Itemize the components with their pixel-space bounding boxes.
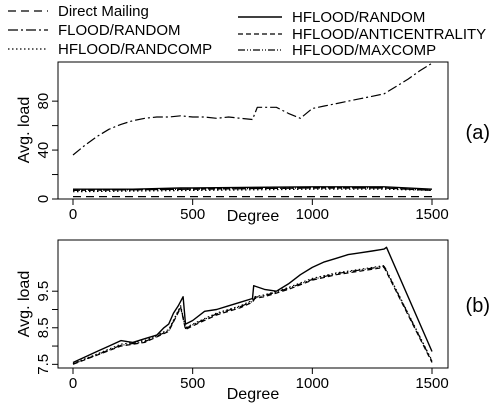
series-line [72, 266, 433, 365]
y-tick-label: 9.5 [35, 281, 52, 302]
x-tick-label: 1500 [415, 375, 448, 392]
panel-b: 0 500 1000 1500 7.58.59.5 Degree Avg. load … [16, 239, 490, 403]
legend-entry: HFLOOD/ANTICENTRALITY [238, 26, 486, 43]
series-line [73, 186, 433, 190]
legend-label: HFLOOD/ANTICENTRALITY [292, 26, 486, 43]
legend-label: HFLOOD/RANDCOMP [58, 41, 212, 58]
y-axis-label-a: Avg. load [16, 97, 33, 163]
x-axis-label-a: Degree [227, 208, 280, 225]
y-axis-label-b: Avg. load [16, 271, 33, 337]
y-tick-label: 8.5 [35, 317, 52, 338]
legend: Direct Mailing FLOOD/RANDOM HFLOOD/RANDCOM… [8, 3, 486, 59]
legend-entry: HFLOOD/MAXCOMP [238, 42, 436, 59]
x-tick-label: 0 [69, 375, 77, 392]
panel-label-b: (b) [466, 295, 490, 317]
series-line [72, 246, 433, 364]
x-axis-label-b: Degree [227, 386, 280, 403]
y-axis-a: 0 40 80 [35, 93, 58, 203]
y-tick-label: 40 [35, 142, 52, 159]
y-axis-b: 7.5 8.5 9.5 [35, 281, 58, 375]
legend-entry: Direct Mailing [8, 3, 149, 20]
plot-frame-b [57, 239, 449, 369]
series-group-a [72, 62, 433, 198]
legend-label: FLOOD/RANDOM [58, 22, 181, 39]
series-line [72, 62, 433, 156]
series-group-b [72, 246, 433, 365]
panel-a: 0 500 1000 1500 0 40 80 Degree Avg. load (a) [16, 61, 490, 225]
series-line [72, 187, 433, 191]
legend-label: HFLOOD/RANDOM [292, 9, 425, 26]
x-tick-label: 1000 [296, 375, 329, 392]
legend-label: HFLOOD/MAXCOMP [292, 42, 436, 59]
series-line [72, 265, 433, 365]
x-tick-label: 1500 [415, 206, 448, 223]
legend-entry: HFLOOD/RANDCOMP [8, 41, 212, 58]
x-tick-label: 1000 [296, 206, 329, 223]
legend-entry: FLOOD/RANDOM [8, 22, 181, 39]
series-line [72, 265, 433, 365]
x-axis-a: 0 500 1000 1500 [69, 199, 449, 223]
y-tick-label: 80 [35, 93, 52, 110]
legend-label: Direct Mailing [58, 3, 149, 20]
y-tick-label: 0 [35, 195, 52, 203]
y-tick-label: 7.5 [35, 354, 52, 375]
plot-frame-a [57, 61, 449, 200]
legend-entry: HFLOOD/RANDOM [238, 9, 425, 26]
panel-label-a: (a) [466, 122, 490, 144]
x-axis-b: 0 500 1000 1500 [69, 368, 449, 392]
x-tick-label: 0 [69, 206, 77, 223]
x-tick-label: 500 [180, 375, 205, 392]
x-tick-label: 500 [180, 206, 205, 223]
